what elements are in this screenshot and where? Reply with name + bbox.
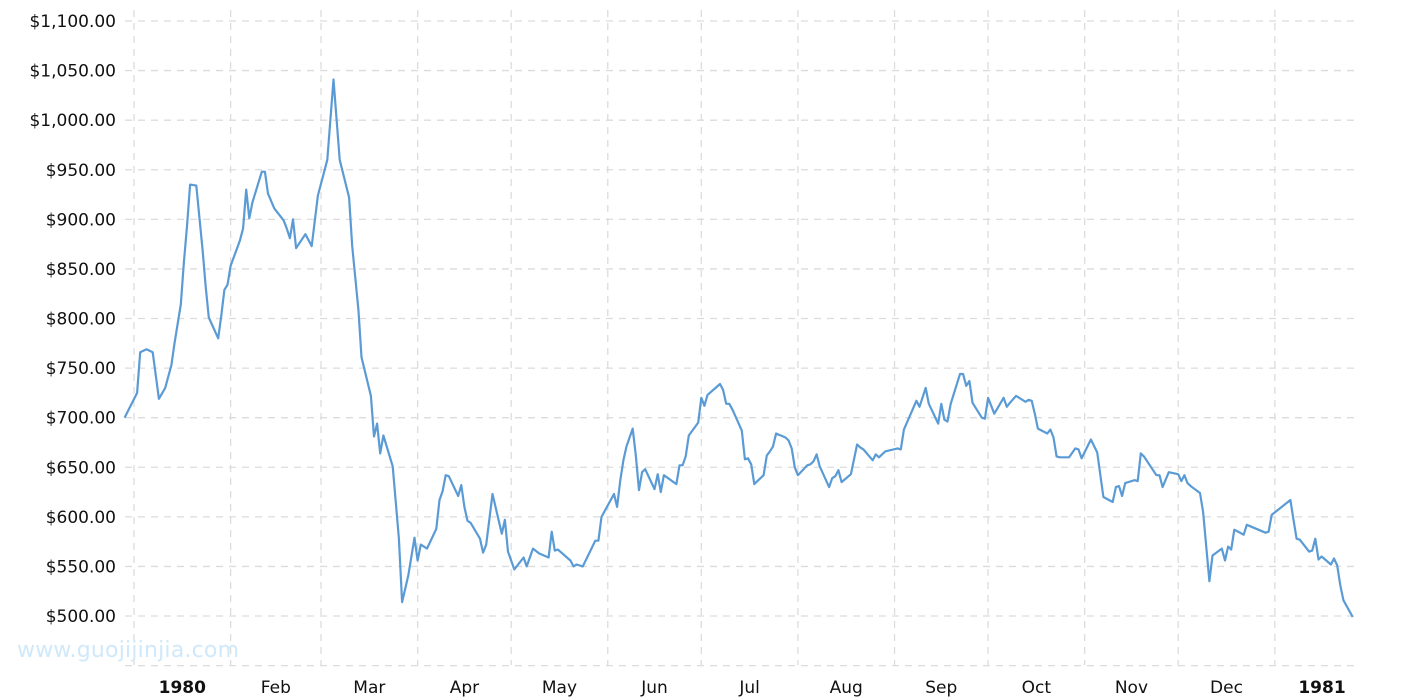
y-tick-label: $600.00: [46, 508, 116, 528]
x-tick-label: Feb: [261, 678, 291, 698]
x-tick-label: Dec: [1210, 678, 1243, 698]
x-tick-label: Jun: [640, 678, 668, 698]
y-axis-ticks: $1,100.00 $1,050.00 $1,000.00 $950.00 $900.0…: [29, 12, 116, 627]
x-tick-label: Aug: [830, 678, 863, 698]
y-tick-label: $700.00: [46, 409, 116, 429]
x-axis-ticks: 1980 Feb Mar Apr May Jun Jul Aug Sep Oct Nov Dec 198…: [159, 678, 1346, 698]
y-tick-label: $550.00: [46, 557, 116, 577]
y-tick-label: $900.00: [46, 210, 116, 230]
x-tick-label: 1980: [159, 678, 206, 698]
price-series-line: [123, 78, 1354, 618]
x-tick-label: Apr: [450, 678, 479, 698]
y-tick-label: $500.00: [46, 607, 116, 627]
y-tick-label: $1,050.00: [29, 62, 116, 82]
gridlines: [125, 10, 1355, 667]
y-tick-label: $950.00: [46, 161, 116, 181]
watermark: www.guojijinjia.com: [17, 638, 240, 663]
y-tick-label: $750.00: [46, 359, 116, 379]
x-tick-label: Oct: [1022, 678, 1052, 698]
x-tick-label: 1981: [1298, 678, 1345, 698]
y-tick-label: $1,000.00: [29, 111, 116, 131]
y-tick-label: $850.00: [46, 260, 116, 280]
x-tick-label: Sep: [925, 678, 957, 698]
y-tick-label: $800.00: [46, 310, 116, 330]
y-tick-label: $650.00: [46, 458, 116, 478]
x-tick-label: Jul: [738, 678, 760, 698]
x-tick-label: Mar: [353, 678, 385, 698]
x-tick-label: May: [542, 678, 577, 698]
y-tick-label: $1,100.00: [29, 12, 116, 32]
series-layer: [123, 78, 1354, 618]
x-tick-label: Nov: [1115, 678, 1148, 698]
